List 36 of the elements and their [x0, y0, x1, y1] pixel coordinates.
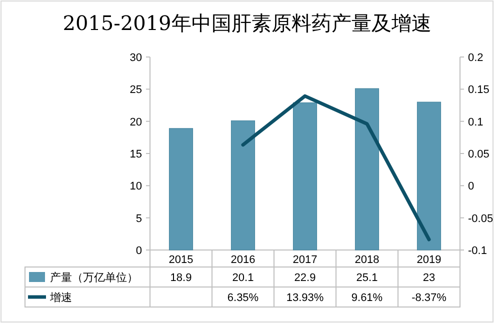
- bar: [230, 120, 256, 250]
- bar: [354, 88, 380, 250]
- x-tick-label: 2017: [292, 254, 318, 266]
- x-tick-label: 2015: [168, 254, 194, 266]
- data-label: 20.1: [232, 272, 254, 284]
- y2-tick-label: 0: [468, 180, 474, 193]
- y2-tick-label: -0.1: [468, 245, 487, 257]
- y2-tick-label: 0.2: [468, 52, 484, 64]
- data-label: 25.1: [356, 272, 378, 284]
- y-tick-label: 0: [136, 245, 142, 257]
- bar: [168, 128, 194, 250]
- legend-label: 增速: [49, 291, 72, 304]
- data-label: -8.37%: [412, 292, 447, 304]
- y2-tick-label: 0.15: [468, 84, 490, 96]
- y-tick-label: 15: [130, 148, 142, 160]
- data-label: 6.35%: [227, 292, 259, 304]
- y2-tick-label: 0.1: [468, 116, 484, 128]
- y2-tick-label: -0.05: [468, 212, 494, 225]
- data-label: 23: [422, 272, 436, 284]
- bar: [416, 102, 442, 250]
- x-tick-label: 2019: [416, 254, 442, 266]
- data-label: 18.9: [170, 272, 192, 284]
- y-tick-label: 20: [130, 116, 142, 128]
- y-tick-label: 25: [130, 84, 142, 96]
- data-label: 13.93%: [286, 292, 324, 304]
- x-tick-label: 2016: [230, 254, 256, 266]
- chart-title: 2015-2019年中国肝素原料药产量及增速: [62, 11, 432, 35]
- y-tick-label: 30: [130, 52, 142, 64]
- y-tick-label: 5: [136, 212, 142, 225]
- data-label: 22.9: [294, 272, 316, 284]
- data-label: 9.61%: [351, 292, 383, 304]
- bar: [292, 102, 318, 250]
- y-tick-label: 10: [130, 180, 142, 193]
- y2-tick-label: 0.05: [468, 148, 490, 160]
- legend-label: 产量（万亿单位）: [50, 271, 138, 284]
- x-tick-label: 2018: [354, 254, 380, 266]
